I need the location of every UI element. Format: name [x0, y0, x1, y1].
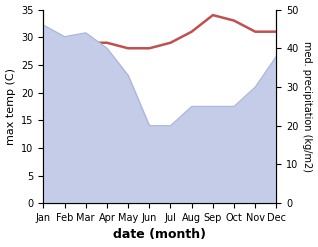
X-axis label: date (month): date (month) [114, 228, 206, 242]
Y-axis label: max temp (C): max temp (C) [5, 68, 16, 145]
Y-axis label: med. precipitation (kg/m2): med. precipitation (kg/m2) [302, 41, 313, 172]
